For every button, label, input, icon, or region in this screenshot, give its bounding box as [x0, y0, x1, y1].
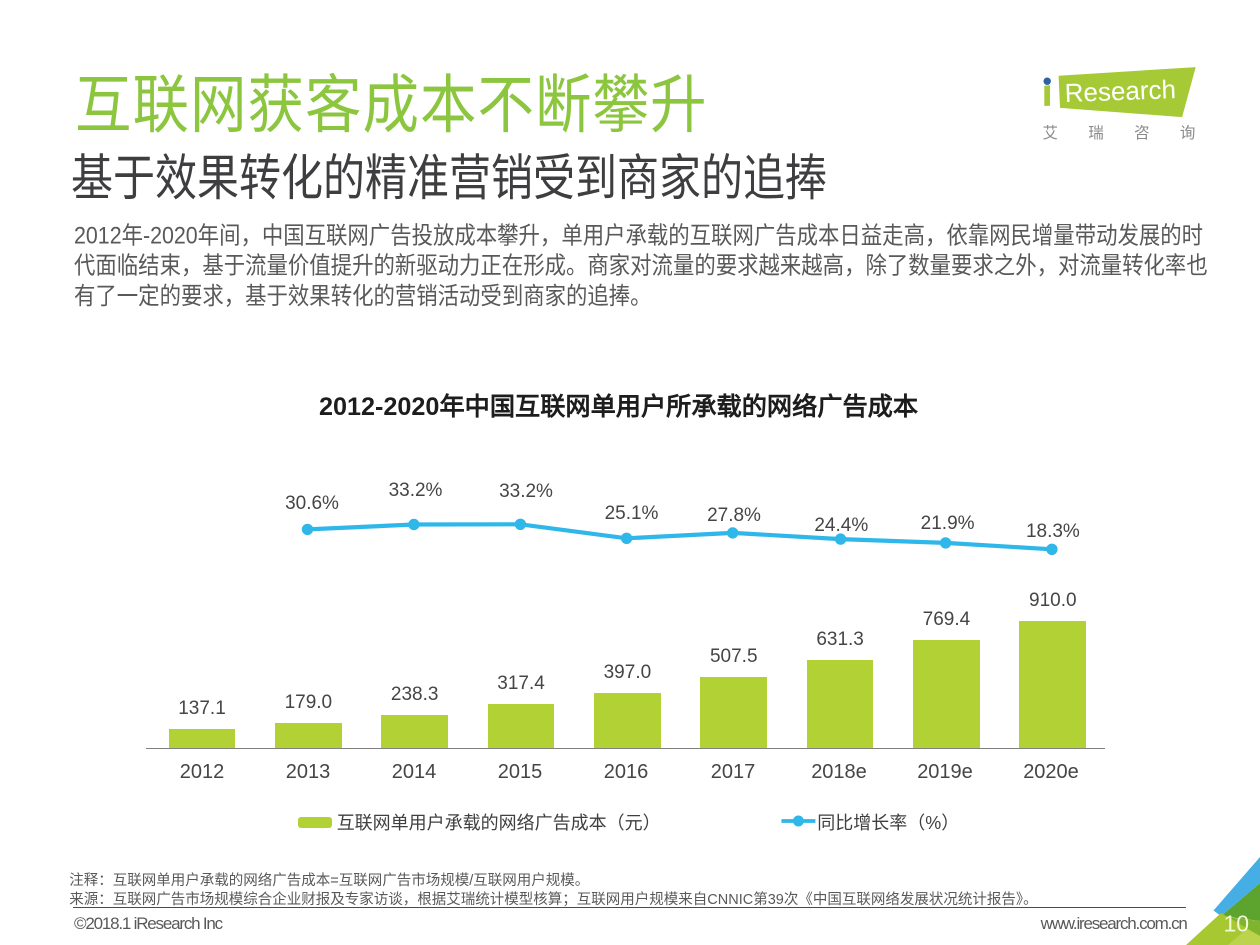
svg-text:艾瑞咨询: 艾瑞咨询 [1043, 124, 1206, 142]
svg-text:Research: Research [1064, 74, 1176, 108]
svg-text:10: 10 [1224, 911, 1250, 937]
